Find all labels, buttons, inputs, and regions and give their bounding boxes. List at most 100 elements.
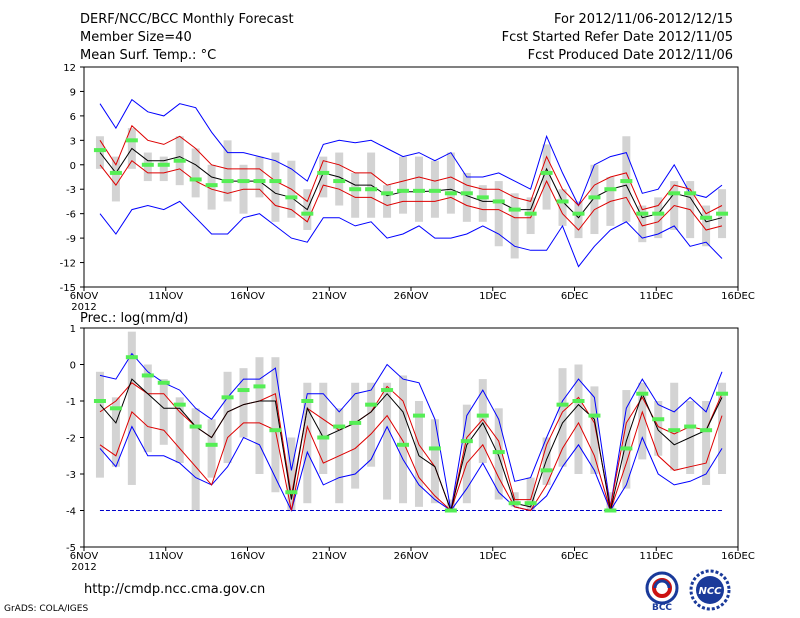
precip-median-marker <box>636 391 649 396</box>
precip-median-marker <box>333 424 346 429</box>
temperature-panel-label: Mean Surf. Temp.: °C <box>80 48 217 63</box>
temp-x-tick-label: 6DEC <box>561 291 588 302</box>
temp-median-marker <box>444 191 457 196</box>
temp-median-marker <box>109 170 122 175</box>
temp-median-marker <box>269 179 282 184</box>
precip-median-marker <box>716 391 729 396</box>
temp-median-marker <box>684 191 697 196</box>
precip-spread-box <box>271 357 280 493</box>
precip-lower-line <box>99 410 723 513</box>
precip-x-tick-label: 11DEC <box>639 551 673 562</box>
precip-median-marker <box>684 424 697 429</box>
temp-median-marker <box>700 215 713 220</box>
precip-median-marker <box>524 501 537 506</box>
precip-median-marker <box>141 373 154 378</box>
precip-median-marker <box>652 417 665 422</box>
precip-median-marker <box>157 380 170 385</box>
source-url[interactable]: http://cmdp.ncc.cma.gov.cn <box>84 582 266 597</box>
temp-spread-box <box>702 205 711 247</box>
precip-spread-box <box>558 368 567 467</box>
precip-spread-box <box>207 419 216 478</box>
precip-x-tick-label: 16NOV <box>230 551 265 562</box>
temp-median-marker <box>636 211 649 216</box>
temp-median-marker <box>205 183 218 188</box>
temp-median-marker <box>317 170 330 175</box>
temp-x-tick-label: 16NOV <box>230 291 265 302</box>
temp-spread-box <box>399 156 408 214</box>
precip-spread-box <box>638 382 647 460</box>
temp-median-marker <box>349 187 362 192</box>
precip-y-tick-label: -2 <box>66 434 76 445</box>
temp-median-marker <box>572 211 585 216</box>
precip-median-marker <box>588 413 601 418</box>
temp-min-line <box>99 200 723 268</box>
temp-y-tick-label: -9 <box>66 234 76 245</box>
precip-spread-box <box>414 401 423 507</box>
temp-y-tick-label: 12 <box>63 63 76 74</box>
temp-y-tick-label: 6 <box>70 112 76 123</box>
forecast-title: DERF/NCC/BCC Monthly Forecast <box>80 12 294 27</box>
temp-median-marker <box>285 195 298 200</box>
precip-median-marker <box>253 384 266 389</box>
precip-median-marker <box>93 399 106 403</box>
ncc-logo: NCC <box>689 569 731 611</box>
precip-median-marker <box>668 428 681 433</box>
temp-y-tick-label: 0 <box>70 161 76 172</box>
precip-median-marker <box>620 446 633 451</box>
precip-median-marker <box>444 508 457 513</box>
temp-median-marker <box>668 191 681 196</box>
temp-spread-box <box>638 205 647 243</box>
temp-median-marker <box>652 211 665 216</box>
precip-x-tick-label: 21NOV <box>312 551 347 562</box>
precip-median-marker <box>189 424 202 429</box>
temp-median-marker <box>460 191 473 196</box>
temp-median-marker <box>620 179 633 184</box>
precip-spread-box <box>287 437 296 511</box>
temp-max-line <box>99 98 723 207</box>
temp-mean-line <box>99 147 723 223</box>
precip-spread-box <box>702 401 711 485</box>
precip-y-tick-label: 0 <box>70 361 76 372</box>
temp-y-tick-label: 9 <box>70 87 76 98</box>
temp-median-marker <box>492 199 505 204</box>
temp-spread-box <box>446 152 455 214</box>
temp-spread-box <box>191 148 200 198</box>
precip-spread-box <box>303 382 312 504</box>
precip-median-marker <box>428 446 441 451</box>
temp-spread-box <box>223 140 232 202</box>
temp-spread-box <box>271 152 280 222</box>
precip-spread-box <box>367 382 376 467</box>
temp-spread-box <box>574 201 583 239</box>
temp-spread-box <box>478 185 487 222</box>
temp-median-marker <box>237 179 250 184</box>
temp-median-marker <box>588 195 601 200</box>
precip-spread-box <box>622 390 631 489</box>
temp-spread-box <box>255 156 264 198</box>
precip-spread-box <box>143 364 152 453</box>
precip-spread-box <box>654 401 663 456</box>
precip-median-marker <box>572 399 585 403</box>
precip-spread-box <box>430 419 439 504</box>
precip-min-line <box>99 425 723 512</box>
temp-median-marker <box>556 199 569 204</box>
temp-median-marker <box>125 138 138 143</box>
temp-median-marker <box>365 187 378 192</box>
temp-y-tick-label: -15 <box>60 283 76 294</box>
precip-median-marker <box>205 442 218 447</box>
precip-year-label: 2012 <box>71 562 96 573</box>
precip-median-marker <box>317 435 330 440</box>
forecast-start-date: Fcst Started Refer Date 2012/11/05 <box>501 30 733 45</box>
temp-spread-box <box>510 193 519 259</box>
temp-median-marker <box>397 188 410 193</box>
temp-lower-line <box>99 159 723 231</box>
temp-spread-box <box>143 152 152 182</box>
precip-spread-box <box>574 364 583 474</box>
temp-median-marker <box>333 179 346 184</box>
precip-median-marker <box>556 402 569 407</box>
temp-y-tick-label: -6 <box>66 210 76 221</box>
precip-median-marker <box>397 442 410 447</box>
temp-spread-box <box>207 164 216 210</box>
precip-spread-box <box>223 371 232 464</box>
temp-median-marker <box>381 191 394 196</box>
